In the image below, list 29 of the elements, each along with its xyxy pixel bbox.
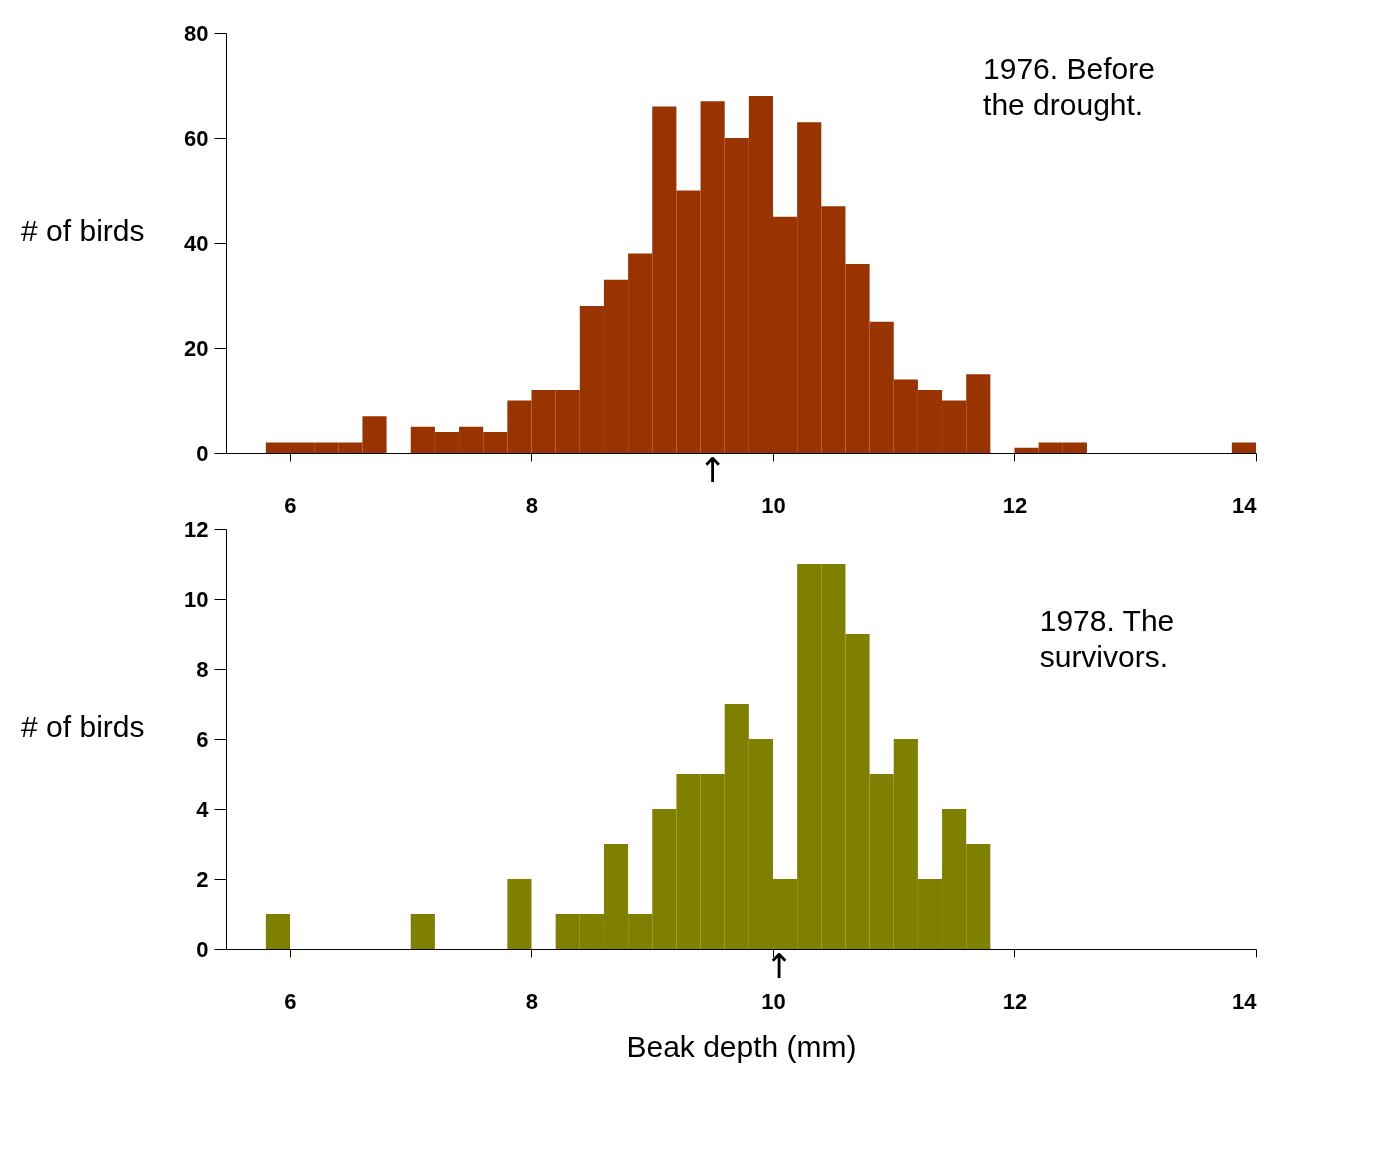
x-tick-label: 6 [284, 988, 297, 1014]
x-tick-label: 6 [284, 492, 297, 518]
y-tick-label: 8 [196, 656, 209, 682]
y-tick-label: 12 [184, 516, 209, 542]
x-tick-label: 14 [1232, 988, 1258, 1014]
y-tick-label: 2 [196, 866, 209, 892]
y-tick-label: 10 [184, 586, 209, 612]
x-tick-label: 8 [525, 988, 539, 1014]
y-tick-label: 40 [184, 230, 209, 256]
x-tick-label: 12 [1002, 492, 1028, 518]
annotation: ↑ [764, 946, 794, 986]
y-tick-label: 0 [196, 936, 209, 962]
x-tick-label: 8 [525, 492, 539, 518]
y-tick-label: 60 [184, 125, 209, 151]
y-axis-title: # of birds [21, 213, 145, 247]
x-tick-label: 10 [761, 988, 786, 1014]
y-tick-label: 80 [184, 20, 209, 46]
y-tick-label: 0 [196, 440, 209, 466]
x-tick-label: 14 [1232, 492, 1258, 518]
annotation: 1976. Before the drought. [983, 52, 1155, 121]
annotation: ↑ [698, 450, 727, 490]
y-tick-label: 4 [196, 796, 210, 822]
annotation: 1978. The survivors. [1039, 604, 1175, 673]
x-tick-label: 10 [761, 492, 786, 518]
y-tick-label: 6 [196, 726, 209, 752]
y-tick-label: 20 [184, 335, 209, 361]
x-axis-title: Beak depth (mm) [626, 1029, 857, 1063]
x-tick-label: 12 [1002, 988, 1028, 1014]
y-axis-title: # of birds [21, 709, 145, 743]
